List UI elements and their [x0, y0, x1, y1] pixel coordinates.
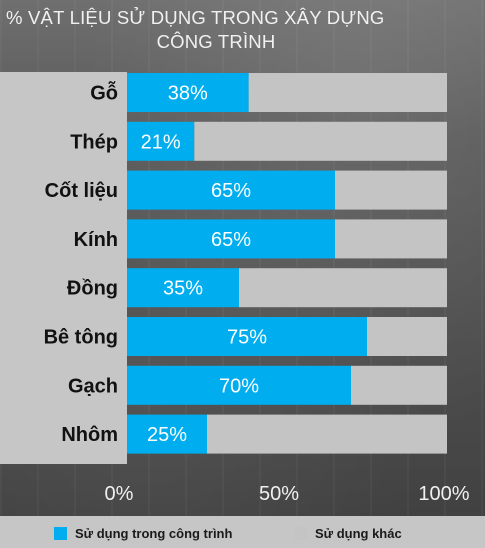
category-label-row-5: Bê tông: [44, 327, 118, 349]
value-label-row-5: 75%: [227, 327, 267, 349]
category-label-panel: [0, 72, 127, 464]
category-label-row-7: Nhôm: [61, 424, 118, 446]
legend-item-used: Sử dụng trong công trình: [54, 526, 232, 541]
bar-other-row-3: [335, 219, 447, 259]
bar-other-row-7: [207, 414, 447, 454]
bar-used-row-5: [127, 317, 367, 356]
legend-label-other: Sử dụng khác: [315, 526, 402, 541]
bar-other-row-1: [194, 121, 447, 161]
value-label-row-3: 65%: [211, 229, 251, 251]
category-label-row-4: Đồng: [67, 278, 118, 300]
value-label-row-1: 21%: [141, 131, 181, 153]
legend: Sử dụng trong công trình Sử dụng khác: [0, 516, 485, 548]
bar-used-row-1: [127, 121, 195, 161]
value-label-row-7: 25%: [147, 424, 187, 446]
bar-used-row-4: [127, 268, 239, 308]
value-label-row-6: 70%: [219, 375, 259, 397]
bar-other-row-5: [367, 317, 447, 356]
bar-other-row-2: [335, 170, 447, 210]
legend-label-used: Sử dụng trong công trình: [75, 526, 233, 541]
bar-used-row-2: [127, 170, 335, 210]
legend-swatch-used: [54, 527, 67, 540]
category-label-row-0: Gỗ: [90, 81, 118, 105]
bar-other-row-6: [351, 365, 447, 405]
chart-title-line-2: CÔNG TRÌNH: [156, 31, 276, 52]
value-label-row-0: 38%: [168, 83, 208, 105]
chart-title: % VẬT LIỆU SỬ DỤNG TRONG XÂY DỰNG CÔNG T…: [6, 6, 426, 54]
legend-swatch-other: [294, 527, 307, 540]
bar-used-row-6: [127, 365, 351, 405]
bar-used-row-7: [127, 414, 207, 454]
category-label-row-2: Cốt liệu: [45, 180, 118, 202]
category-label-row-1: Thép: [70, 131, 118, 153]
legend-item-other: Sử dụng khác: [294, 526, 402, 541]
category-label-row-3: Kính: [74, 229, 118, 251]
value-label-row-4: 35%: [163, 278, 203, 300]
x-tick-label-0: 0%: [105, 483, 134, 505]
x-tick-label-2: 100%: [418, 483, 469, 505]
chart-title-line-1: % VẬT LIỆU SỬ DỤNG TRONG XÂY DỰNG: [6, 7, 385, 28]
bar-other-row-4: [239, 268, 447, 308]
category-label-row-6: Gạch: [68, 375, 118, 397]
bar-used-row-3: [127, 219, 335, 259]
bar-other-row-0: [248, 73, 447, 112]
x-tick-label-1: 50%: [259, 483, 299, 505]
bar-chart: Gỗ 38% Thép 21% Cốt liệu 65% Kính 65% Đồng 35% Bê …: [44, 73, 470, 505]
bar-used-row-0: [127, 73, 249, 112]
value-label-row-2: 65%: [211, 180, 251, 202]
